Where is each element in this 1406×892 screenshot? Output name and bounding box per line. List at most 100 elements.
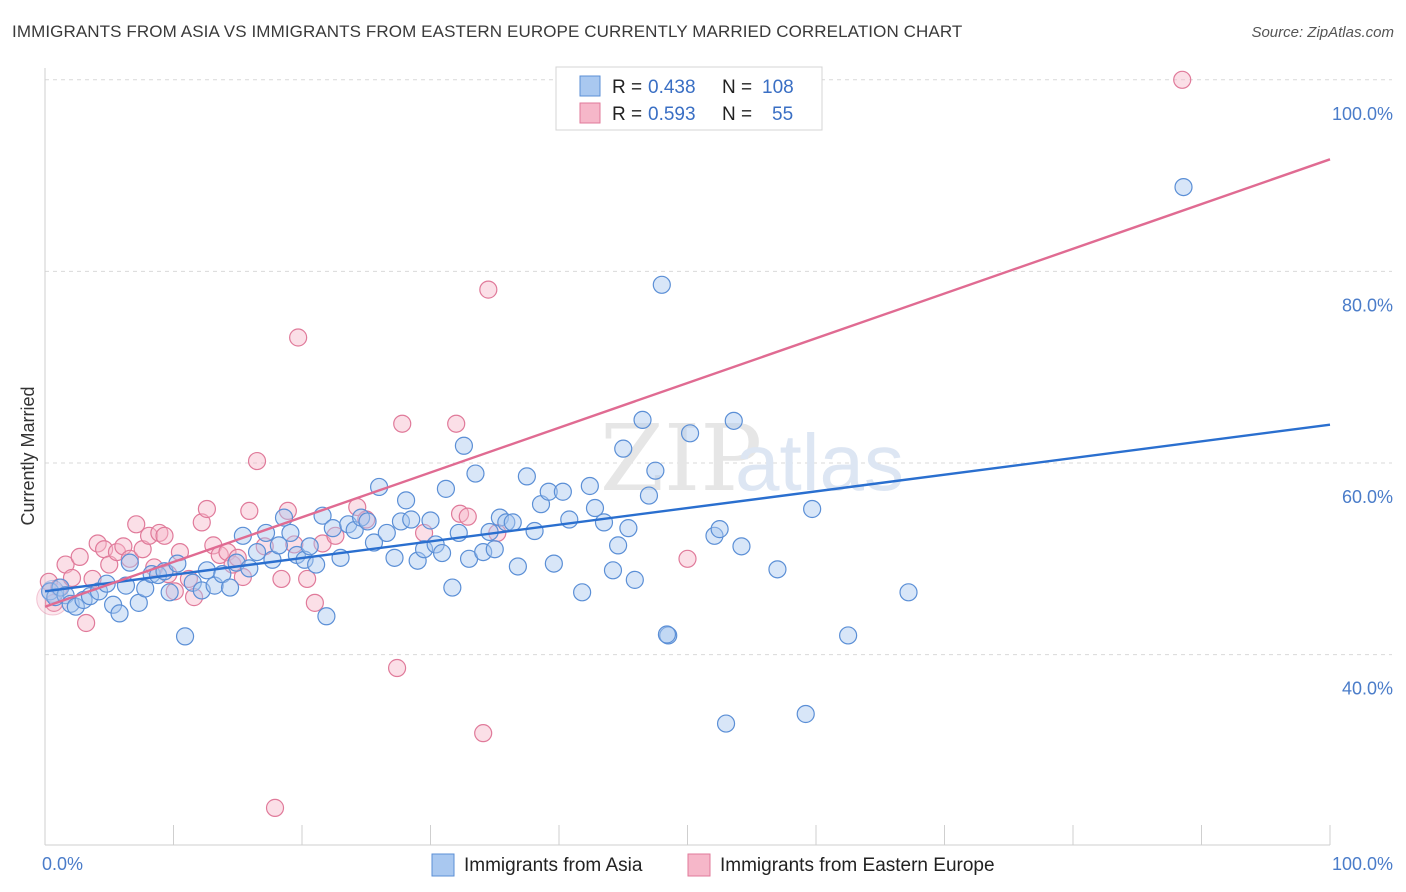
asia-point-55: [402, 510, 421, 529]
eeurope-trend-line: [44, 158, 1331, 608]
legend-asia-r-value: 0.438: [648, 77, 696, 98]
asia-point-60: [432, 543, 452, 563]
asia-point-105: [899, 583, 918, 602]
eeurope-point-5: [70, 547, 89, 566]
bottom-legend-eeurope-label: Immigrants from Eastern Europe: [720, 855, 995, 876]
y-tick-label-1: 60.0%: [1342, 487, 1393, 507]
legend-eeurope-n-value: 55: [772, 104, 793, 125]
asia-point-86: [609, 536, 628, 555]
bottom-legend: Immigrants from Asia Immigrants from Eas…: [431, 853, 995, 877]
y-tick-label-3: 100.0%: [1332, 104, 1393, 124]
eeurope-point-6: [77, 613, 96, 633]
asia-point-92: [646, 461, 665, 480]
axes: [44, 68, 1331, 846]
bottom-legend-asia-label: Immigrants from Asia: [464, 855, 643, 876]
eeurope-point-21: [165, 582, 184, 601]
asia-point-64: [454, 436, 474, 455]
asia-point-43: [323, 519, 342, 538]
asia-point-66: [466, 464, 485, 483]
asia-point-36: [281, 523, 300, 543]
eeurope-point-25: [192, 513, 211, 532]
asia-point-107: [657, 625, 677, 644]
asia-point-74: [517, 467, 536, 486]
asia-point-90: [633, 410, 652, 429]
asia-point-102: [796, 704, 815, 724]
eeurope-point-48: [393, 414, 412, 433]
asia-point-56: [408, 551, 427, 570]
y-tick-label-0: 40.0%: [1342, 679, 1393, 699]
asia-point-91: [639, 486, 659, 505]
asia-point-13: [120, 553, 139, 572]
grid-lines: [45, 79, 1392, 656]
x-tick-labels: 0.0% 100.0%: [42, 854, 1393, 874]
eeurope-point-40: [289, 328, 308, 347]
eeurope-point-42: [305, 593, 324, 612]
asia-point-85: [603, 561, 623, 580]
eeurope-point-54: [479, 280, 498, 299]
asia-point-49: [364, 533, 384, 552]
eeurope-point-24: [184, 588, 204, 607]
x-tick-label-0: 0.0%: [42, 854, 83, 874]
asia-point-99: [724, 411, 743, 430]
eeurope-point-41: [298, 569, 317, 589]
asia-point-72: [503, 513, 522, 532]
eeurope-point-52: [458, 507, 477, 526]
asia-point-79: [553, 482, 572, 501]
eeurope-point-16: [139, 526, 159, 545]
asia-point-69: [485, 540, 504, 559]
asia-point-40: [307, 555, 326, 574]
asia-points: [41, 177, 1193, 733]
asia-point-77: [539, 482, 558, 501]
y-axis-label: Currently Married: [18, 386, 38, 525]
legend-asia-r-label: R =: [612, 77, 642, 98]
watermark-zip: ZIP: [600, 405, 762, 512]
bottom-legend-eeurope-swatch: [687, 853, 711, 877]
asia-point-3: [56, 586, 75, 605]
asia-point-75: [525, 521, 544, 541]
y-tick-labels: 40.0% 60.0% 80.0% 100.0%: [1332, 104, 1393, 699]
bottom-legend-asia-swatch: [431, 853, 455, 877]
asia-point-80: [560, 510, 579, 529]
eeurope-point-33: [240, 501, 259, 520]
y-tick-label-2: 80.0%: [1342, 295, 1393, 315]
trend-lines: [44, 158, 1331, 608]
eeurope-point-34: [247, 451, 267, 471]
chart-title: IMMIGRANTS FROM ASIA VS IMMIGRANTS FROM …: [12, 22, 963, 41]
eeurope-point-13: [120, 549, 139, 568]
asia-point-30: [240, 559, 259, 578]
eeurope-point-36: [265, 798, 285, 817]
legend-eeurope-r-value: 0.593: [648, 104, 696, 125]
legend-asia-n-value: 108: [762, 77, 794, 98]
eeurope-point-19: [155, 526, 174, 545]
asia-point-83: [585, 498, 605, 518]
asia-point-54: [396, 491, 416, 510]
asia-point-94: [659, 626, 678, 645]
asia-point-95: [680, 424, 700, 443]
asia-point-11: [110, 604, 129, 623]
asia-point-51: [377, 523, 396, 543]
asia-point-19: [160, 583, 179, 602]
eeurope-point-37: [272, 569, 291, 589]
asia-point-98: [716, 714, 736, 733]
x-tick-label-1: 100.0%: [1332, 854, 1393, 874]
eeurope-point-26: [197, 499, 217, 519]
asia-point-93: [652, 275, 671, 294]
eeurope-point-39: [285, 535, 304, 554]
legend-asia-swatch: [579, 75, 601, 97]
asia-point-84: [594, 513, 614, 532]
asia-point-67: [474, 542, 493, 562]
asia-trend-line: [44, 423, 1331, 593]
asia-point-62: [443, 578, 462, 597]
asia-point-73: [508, 557, 527, 576]
eeurope-point-50: [447, 414, 466, 433]
legend-eeurope-swatch: [579, 102, 601, 124]
source-label: Source: ZipAtlas.com: [1251, 24, 1394, 41]
asia-point-27: [220, 578, 240, 597]
asia-point-97: [710, 520, 729, 539]
asia-point-82: [580, 476, 599, 496]
asia-point-100: [732, 537, 751, 556]
asia-point-101: [768, 560, 787, 579]
asia-point-103: [803, 499, 822, 519]
asia-point-21: [175, 627, 195, 646]
